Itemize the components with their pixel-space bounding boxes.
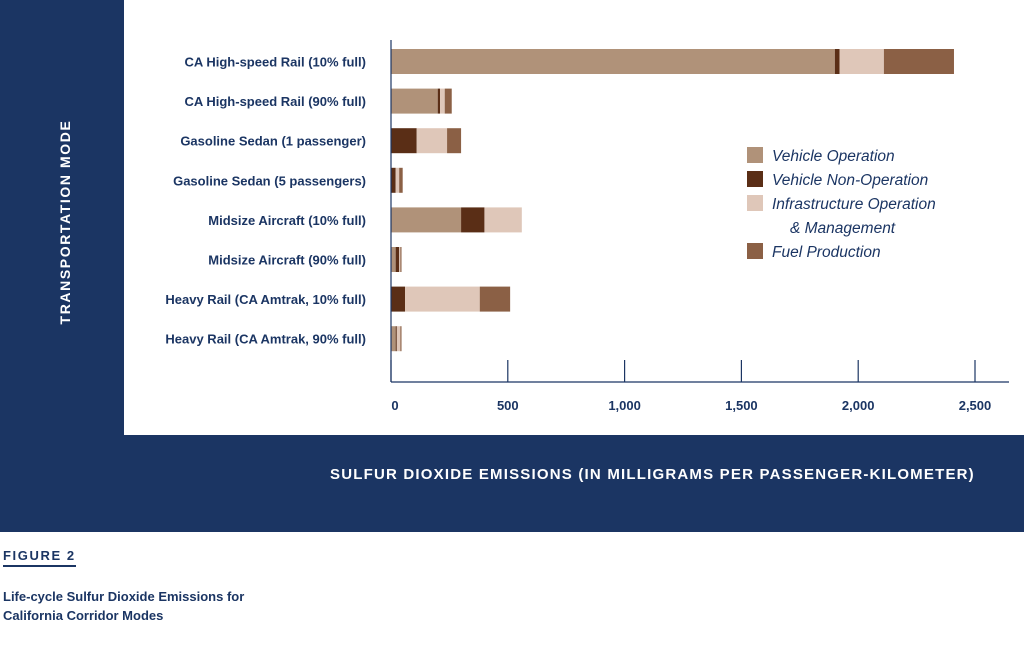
- x-tick-label: 1,500: [725, 398, 758, 413]
- bar-segment: [391, 128, 417, 154]
- bar-segment: [416, 128, 448, 154]
- legend-label: & Management: [790, 220, 896, 237]
- bar-segment: [447, 128, 462, 154]
- bar-segment: [391, 247, 396, 272]
- category-label: CA High-speed Rail (10% full): [184, 55, 366, 70]
- category-label: Gasoline Sedan (5 passengers): [173, 173, 366, 188]
- bar-segment: [440, 88, 445, 114]
- legend-swatch: [747, 243, 763, 259]
- bar-segment: [437, 88, 441, 114]
- category-label: CA High-speed Rail (90% full): [184, 94, 366, 109]
- bar-segment: [479, 286, 511, 312]
- bar-segment: [391, 49, 835, 74]
- x-tick-label: 1,000: [608, 398, 641, 413]
- bar-segment: [461, 207, 485, 233]
- bar-segment: [391, 88, 438, 114]
- figure-frame: CA High-speed Rail (10% full) CA High-spe…: [0, 0, 1024, 532]
- legend-swatch: [747, 147, 763, 163]
- bar-segment: [391, 207, 462, 233]
- x-tick-label: 2,000: [842, 398, 875, 413]
- bar-segment: [839, 49, 884, 74]
- legend-swatch: [747, 195, 763, 211]
- figure-label: FIGURE 2: [3, 548, 76, 567]
- bar-segment: [395, 326, 397, 352]
- bar-segment: [883, 49, 954, 74]
- category-label: Midsize Aircraft (90% full): [208, 253, 366, 268]
- bar-segment: [400, 247, 402, 272]
- bar-segment: [395, 167, 400, 193]
- bar-segment: [396, 326, 401, 352]
- x-tick-label: 0: [391, 398, 398, 413]
- category-label: Gasoline Sedan (1 passenger): [180, 134, 366, 149]
- legend-label: Vehicle Operation: [772, 148, 895, 165]
- legend-label: Infrastructure Operation: [772, 196, 936, 213]
- bar-segment: [834, 49, 840, 74]
- x-tick-label: 2,500: [959, 398, 992, 413]
- bar-segment: [399, 247, 401, 272]
- legend-label: Fuel Production: [772, 244, 881, 261]
- caption-line-1: Life-cycle Sulfur Dioxide Emissions for: [3, 589, 245, 604]
- figure-caption: Life-cycle Sulfur Dioxide Emissions for …: [3, 587, 303, 625]
- category-label: Heavy Rail (CA Amtrak, 10% full): [165, 292, 366, 307]
- chart: CA High-speed Rail (10% full) CA High-spe…: [165, 40, 1009, 413]
- category-label: Midsize Aircraft (10% full): [208, 213, 366, 228]
- y-axis-title: TRANSPORTATION MODE: [57, 119, 73, 325]
- bar-segment: [399, 167, 403, 193]
- category-label: Heavy Rail (CA Amtrak, 90% full): [165, 332, 366, 347]
- bar-segment: [444, 88, 452, 114]
- bar-segment: [391, 167, 396, 193]
- x-axis-title: SULFUR DIOXIDE EMISSIONS (IN MILLIGRAMS …: [330, 466, 975, 483]
- caption-line-2: California Corridor Modes: [3, 608, 164, 623]
- x-tick-label: 500: [497, 398, 519, 413]
- bar-segment: [395, 247, 400, 272]
- legend-swatch: [747, 171, 763, 187]
- bar-segment: [400, 326, 402, 352]
- bar-segment: [391, 326, 396, 352]
- bar-segment: [484, 207, 522, 233]
- bar-segment: [405, 286, 480, 312]
- bar-segment: [391, 286, 406, 312]
- legend-label: Vehicle Non-Operation: [772, 172, 928, 189]
